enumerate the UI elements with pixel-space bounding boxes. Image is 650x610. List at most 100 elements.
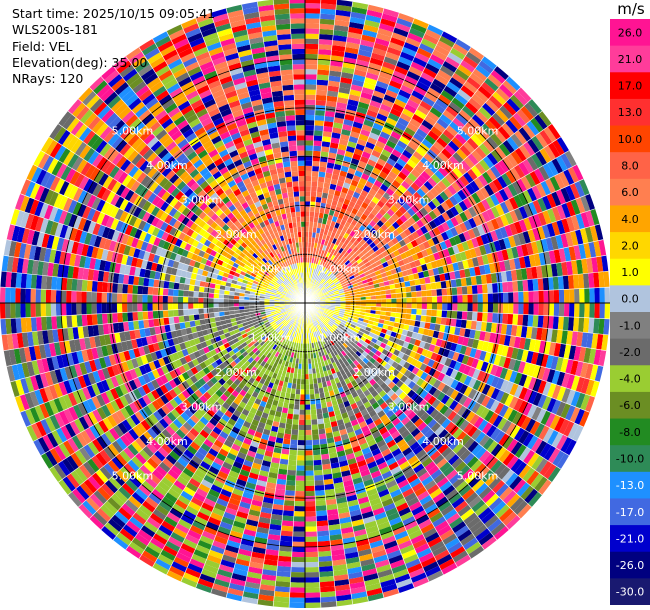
velocity-gate <box>374 314 381 319</box>
velocity-gate <box>385 457 397 467</box>
velocity-gate <box>312 279 316 285</box>
velocity-gate <box>260 360 267 367</box>
velocity-gate <box>317 54 332 61</box>
velocity-gate <box>352 233 360 240</box>
velocity-gate <box>351 6 368 15</box>
velocity-gate <box>560 357 569 373</box>
velocity-gate <box>504 212 514 225</box>
velocity-gate <box>317 540 331 547</box>
velocity-gate <box>545 237 554 252</box>
velocity-gate <box>411 297 417 303</box>
velocity-gate <box>351 472 362 480</box>
velocity-gate <box>329 242 335 249</box>
velocity-gate <box>555 401 567 417</box>
velocity-gate <box>455 318 462 328</box>
velocity-gate <box>315 313 321 318</box>
velocity-gate <box>305 500 316 507</box>
velocity-gate <box>433 183 444 195</box>
velocity-gate <box>360 336 367 342</box>
velocity-gate <box>464 249 472 260</box>
velocity-gate <box>370 52 386 62</box>
velocity-gate <box>305 419 312 425</box>
velocity-gate <box>161 476 174 489</box>
velocity-gate <box>327 314 333 319</box>
velocity-gate <box>205 493 219 503</box>
velocity-gate <box>318 284 323 289</box>
velocity-gate <box>340 280 346 285</box>
velocity-gate <box>333 312 339 316</box>
velocity-gate <box>243 486 255 495</box>
velocity-gate <box>253 355 261 363</box>
velocity-gate <box>346 282 353 287</box>
velocity-gate <box>208 465 220 476</box>
velocity-gate <box>281 448 290 455</box>
velocity-gate <box>422 240 431 250</box>
velocity-gate <box>337 423 346 431</box>
velocity-gate <box>425 190 436 201</box>
velocity-gate <box>369 539 384 549</box>
velocity-gate <box>305 216 310 222</box>
velocity-gate <box>578 243 587 260</box>
velocity-gate <box>501 469 515 484</box>
velocity-gate <box>432 379 442 389</box>
velocity-gate <box>280 535 293 542</box>
velocity-gate <box>410 239 419 248</box>
velocity-gate <box>316 377 322 384</box>
velocity-gate <box>213 401 222 410</box>
velocity-gate <box>327 406 334 413</box>
velocity-gate <box>533 290 539 303</box>
velocity-gate <box>482 139 495 153</box>
velocity-gate <box>388 79 403 90</box>
velocity-gate <box>498 83 514 99</box>
velocity-gate <box>448 492 462 505</box>
velocity-gate <box>317 217 323 224</box>
velocity-gate <box>392 525 407 536</box>
velocity-gate <box>505 515 521 530</box>
velocity-gate <box>410 427 421 438</box>
velocity-gate <box>488 476 502 490</box>
velocity-gate <box>461 354 470 365</box>
velocity-gate <box>182 467 195 478</box>
velocity-gate <box>418 398 428 409</box>
velocity-gate <box>468 377 477 389</box>
velocity-gate <box>547 466 561 483</box>
velocity-gate <box>288 340 293 347</box>
velocity-gate <box>298 429 305 436</box>
velocity-gate <box>333 322 340 327</box>
velocity-gate <box>305 175 312 182</box>
velocity-gate <box>388 170 398 180</box>
velocity-gate <box>333 388 340 395</box>
velocity-gate <box>364 577 380 587</box>
velocity-gate <box>305 130 315 136</box>
velocity-gate <box>510 133 523 148</box>
velocity-gate <box>310 196 317 202</box>
velocity-gate <box>227 405 236 414</box>
velocity-gate <box>482 303 488 313</box>
velocity-gate <box>404 126 416 137</box>
velocity-gate <box>373 360 381 368</box>
velocity-gate <box>436 137 448 149</box>
velocity-gate <box>381 61 397 71</box>
velocity-gate <box>224 457 235 466</box>
velocity-gate <box>451 72 467 86</box>
velocity-gate <box>430 337 438 346</box>
velocity-gate <box>233 563 249 572</box>
velocity-gate <box>452 351 460 362</box>
velocity-gate <box>427 358 436 368</box>
velocity-gate <box>355 305 361 309</box>
velocity-gate <box>426 570 444 582</box>
velocity-gate <box>376 422 386 431</box>
velocity-gate <box>495 108 509 123</box>
velocity-gate <box>305 94 316 100</box>
velocity-gate <box>305 546 319 553</box>
velocity-gate <box>374 511 387 521</box>
velocity-gate <box>507 313 514 325</box>
velocity-gate <box>331 549 345 556</box>
velocity-gate <box>331 325 337 331</box>
velocity-gate <box>528 303 534 315</box>
velocity-gate <box>266 346 273 353</box>
velocity-gate <box>366 255 374 262</box>
velocity-gate <box>480 233 489 245</box>
velocity-gate <box>403 163 414 173</box>
velocity-gate <box>347 99 359 107</box>
